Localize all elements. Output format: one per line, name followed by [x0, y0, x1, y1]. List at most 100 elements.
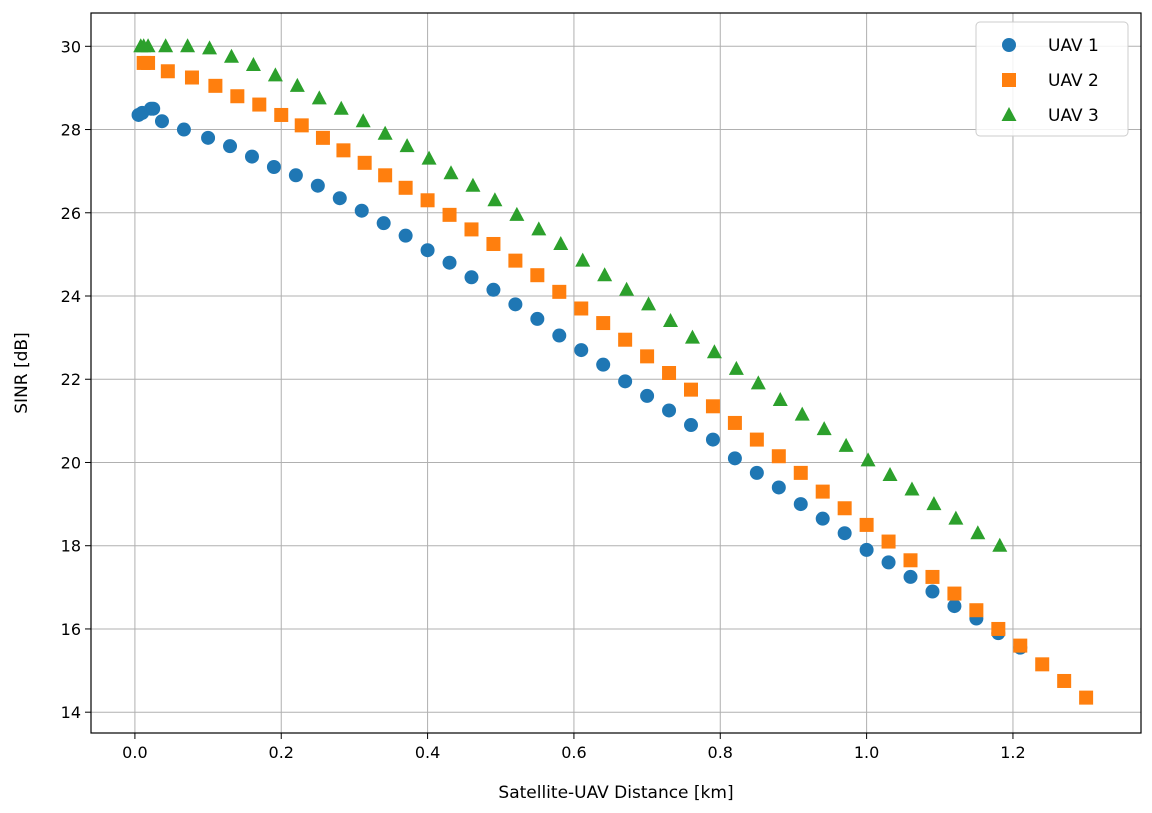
data-point [727, 415, 742, 430]
legend-marker [1002, 73, 1016, 87]
data-point [354, 203, 369, 218]
legend-box [975, 21, 1129, 137]
data-point [443, 165, 459, 180]
data-point [267, 67, 283, 82]
data-point [376, 216, 391, 231]
data-point [860, 452, 876, 467]
data-point [662, 366, 677, 380]
y-axis-label: SINR [dB] [12, 332, 32, 413]
y-tick-label: 22 [61, 370, 81, 389]
x-tick-label: 1.0 [854, 743, 879, 762]
data-point [465, 177, 481, 192]
data-point [357, 155, 372, 170]
data-point [553, 235, 569, 250]
data-point [947, 586, 962, 601]
data-point [552, 328, 567, 343]
data-point [230, 89, 245, 104]
data-point [377, 125, 393, 140]
data-point [574, 343, 589, 358]
data-point [274, 107, 289, 122]
data-point [310, 178, 325, 193]
data-point [146, 101, 161, 116]
data-point [154, 114, 169, 129]
data-point [619, 281, 635, 296]
data-point [970, 525, 986, 540]
data-point [596, 316, 611, 331]
x-tick-label: 0.8 [708, 743, 733, 762]
legend: UAV 1 UAV 2 UAV 3 [975, 21, 1129, 137]
data-point [574, 301, 589, 316]
data-point [333, 100, 349, 115]
legend-label: UAV 3 [1048, 106, 1099, 126]
data-point [662, 403, 677, 418]
x-tick-label: 1.2 [1000, 743, 1025, 762]
data-point [991, 621, 1006, 636]
series-uav-3 [133, 38, 1008, 552]
data-point [336, 143, 351, 158]
data-point [904, 481, 920, 496]
data-point [420, 243, 435, 258]
data-point [288, 168, 303, 183]
data-point [315, 130, 330, 145]
data-point [597, 267, 613, 282]
data-point [705, 432, 720, 447]
y-tick-label: 30 [61, 37, 81, 56]
data-point [749, 465, 764, 480]
data-points [131, 38, 1094, 705]
legend-marker [1002, 38, 1016, 52]
data-point [487, 192, 503, 207]
data-point [464, 270, 479, 285]
data-point [859, 517, 874, 532]
data-point [837, 526, 852, 541]
data-point [245, 57, 261, 72]
data-point [947, 599, 962, 614]
data-point [727, 451, 742, 466]
data-point [208, 78, 223, 93]
data-point [881, 534, 896, 549]
data-point [140, 38, 156, 53]
data-point [266, 159, 281, 174]
data-point [925, 584, 940, 599]
data-point [1035, 657, 1050, 672]
data-point [486, 282, 501, 297]
data-point [202, 40, 218, 55]
data-point [925, 569, 940, 584]
y-axis-ticks: 14 16 18 20 22 24 26 28 30 [61, 37, 91, 722]
plot-frame [90, 12, 1142, 734]
data-point [969, 603, 984, 618]
data-point [838, 437, 854, 452]
data-point [464, 222, 479, 237]
data-point [332, 191, 347, 206]
x-tick-label: 0.2 [269, 743, 294, 762]
data-point [294, 118, 309, 133]
data-point [749, 432, 764, 447]
y-tick-label: 24 [61, 287, 81, 306]
data-point [771, 449, 786, 464]
data-point [289, 77, 305, 92]
legend-marker [1001, 107, 1017, 121]
data-point [684, 382, 698, 397]
legend-label: UAV 1 [1048, 36, 1099, 56]
data-point [837, 501, 852, 516]
series-uav-2 [136, 55, 1094, 705]
data-point [706, 344, 722, 359]
data-point [815, 484, 830, 499]
data-point [596, 357, 611, 372]
data-point [618, 332, 633, 347]
y-tick-label: 14 [61, 703, 81, 722]
data-point [882, 466, 898, 481]
data-point [903, 553, 918, 568]
data-point [508, 253, 523, 268]
data-point [158, 38, 174, 53]
x-axis-ticks: 0.0 0.2 0.4 0.6 0.8 1.0 1.2 [122, 733, 1026, 762]
data-point [750, 375, 766, 390]
data-point [705, 399, 720, 414]
data-point [176, 122, 191, 137]
data-point [815, 511, 830, 526]
x-axis-label: Satellite-UAV Distance [km] [498, 783, 733, 803]
data-point [641, 296, 657, 311]
data-point [378, 168, 393, 183]
data-point [1057, 673, 1072, 688]
data-point [794, 406, 810, 421]
